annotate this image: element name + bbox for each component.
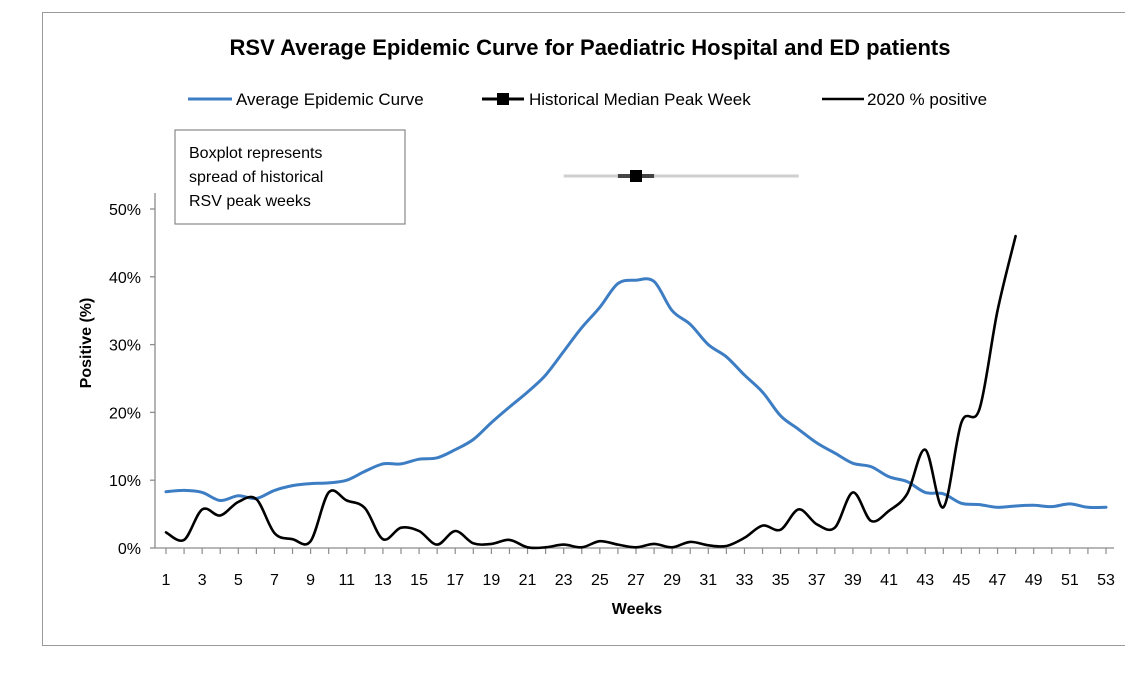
x-tick-label: 49 [1025,572,1043,589]
x-tick-label: 47 [989,572,1007,589]
x-tick-label: 21 [519,572,537,589]
y-tick-label: 30% [109,338,141,355]
x-tick-label: 29 [663,572,681,589]
boxplot-note-box [174,129,406,225]
y-axis-title: Positive (%) [78,298,95,389]
x-tick-label: 37 [808,572,826,589]
x-tick-label: 33 [736,572,754,589]
positive-2020-line [164,234,1017,550]
legend-label-2020: 2020 % positive [867,90,987,109]
boxplot-note-line-1: Boxplot represents [189,145,322,162]
legend-label-average-curve: Average Epidemic Curve [236,90,424,109]
chart-frame [42,12,1125,646]
x-tick-label: 27 [627,572,645,589]
legend-marker-median-peak [497,93,509,105]
x-tick-label: 5 [234,572,243,589]
y-tick-label: 40% [109,270,141,287]
y-tick-label: 20% [109,405,141,422]
plot-area [164,170,1108,550]
x-tick-label: 31 [699,572,717,589]
x-axis-title: Weeks [612,601,663,618]
boxplot-note: Boxplot represents spread of historical … [174,129,406,225]
legend-label-median-peak: Historical Median Peak Week [529,90,751,109]
x-tick-label: 1 [162,572,171,589]
boxplot-median-marker [630,170,642,182]
x-tick-label: 17 [446,572,464,589]
x-tick-label: 43 [916,572,934,589]
y-tick-label: 10% [109,473,141,490]
x-tick-label: 11 [338,572,355,589]
legend: Average Epidemic Curve Historical Median… [188,90,987,109]
x-tick-label: 7 [270,572,279,589]
x-tick-label: 53 [1097,572,1115,589]
x-tick-label: 39 [844,572,862,589]
x-tick-label: 41 [880,572,898,589]
x-tick-label: 51 [1061,572,1079,589]
x-tick-label: 25 [591,572,609,589]
axes: 0%10%20%30%40%50%1 3 5 7 9 11 13 15 17 19 21 23 25 27… [109,193,1115,589]
x-tick-label: 23 [555,572,573,589]
boxplot-note-line-2: spread of historical [189,169,323,186]
x-tick-label: 3 [198,572,207,589]
x-tick-label: 13 [374,572,392,589]
boxplot-note-line-3: RSV peak weeks [189,193,311,210]
x-tick-label: 45 [952,572,970,589]
average-epidemic-curve-line [164,277,1108,510]
chart-title: RSV Average Epidemic Curve for Paediatri… [230,35,951,60]
y-tick-label: 50% [109,202,141,219]
y-tick-label: 0% [118,541,141,558]
x-tick-label: 9 [306,572,315,589]
x-tick-label: 19 [482,572,500,589]
x-tick-label: 35 [772,572,790,589]
x-tick-label: 15 [410,572,428,589]
